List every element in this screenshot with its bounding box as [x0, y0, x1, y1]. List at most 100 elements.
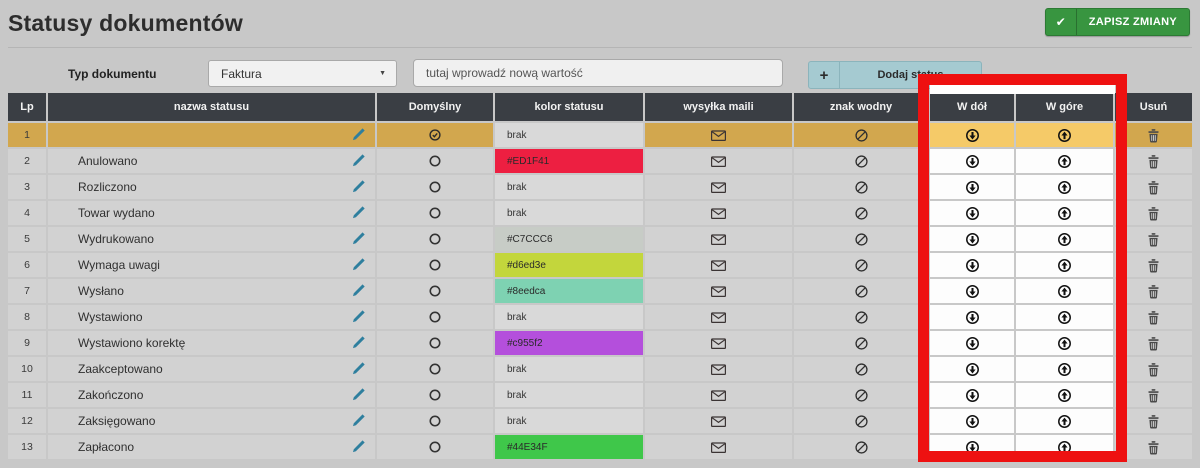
delete-button[interactable]: [1144, 151, 1164, 171]
send-mail-button[interactable]: [709, 359, 729, 379]
delete-button[interactable]: [1144, 359, 1164, 379]
move-down-button[interactable]: [962, 359, 982, 379]
delete-button[interactable]: [1144, 333, 1164, 353]
move-up-button[interactable]: [1055, 229, 1075, 249]
default-radio[interactable]: [425, 333, 445, 353]
delete-button[interactable]: [1144, 307, 1164, 327]
color-chip[interactable]: brak: [495, 383, 643, 407]
default-radio[interactable]: [425, 411, 445, 431]
move-up-button[interactable]: [1055, 125, 1075, 145]
default-radio[interactable]: [425, 203, 445, 223]
watermark-button[interactable]: [851, 229, 871, 249]
watermark-button[interactable]: [851, 333, 871, 353]
send-mail-button[interactable]: [709, 255, 729, 275]
move-up-button[interactable]: [1055, 333, 1075, 353]
color-chip[interactable]: brak: [495, 409, 643, 433]
delete-button[interactable]: [1144, 255, 1164, 275]
color-chip[interactable]: brak: [495, 357, 643, 381]
move-up-button[interactable]: [1055, 151, 1075, 171]
default-radio[interactable]: [425, 229, 445, 249]
send-mail-button[interactable]: [709, 151, 729, 171]
move-up-button[interactable]: [1055, 359, 1075, 379]
delete-button[interactable]: [1144, 411, 1164, 431]
move-down-button[interactable]: [962, 177, 982, 197]
edit-button[interactable]: [351, 231, 367, 247]
default-radio[interactable]: [425, 359, 445, 379]
watermark-button[interactable]: [851, 151, 871, 171]
watermark-button[interactable]: [851, 255, 871, 275]
send-mail-button[interactable]: [709, 307, 729, 327]
edit-button[interactable]: [351, 413, 367, 429]
watermark-button[interactable]: [851, 281, 871, 301]
delete-button[interactable]: [1144, 229, 1164, 249]
edit-button[interactable]: [351, 439, 367, 455]
edit-button[interactable]: [351, 283, 367, 299]
move-up-button[interactable]: [1055, 437, 1075, 457]
default-radio[interactable]: [425, 281, 445, 301]
move-down-button[interactable]: [962, 333, 982, 353]
move-up-button[interactable]: [1055, 281, 1075, 301]
color-chip[interactable]: #8eedca: [495, 279, 643, 303]
send-mail-button[interactable]: [709, 125, 729, 145]
color-chip[interactable]: #d6ed3e: [495, 253, 643, 277]
send-mail-button[interactable]: [709, 437, 729, 457]
edit-button[interactable]: [351, 205, 367, 221]
edit-button[interactable]: [351, 387, 367, 403]
delete-button[interactable]: [1144, 125, 1164, 145]
edit-button[interactable]: [351, 179, 367, 195]
color-chip[interactable]: #ED1F41: [495, 149, 643, 173]
edit-button[interactable]: [351, 335, 367, 351]
delete-button[interactable]: [1144, 385, 1164, 405]
move-up-button[interactable]: [1055, 255, 1075, 275]
send-mail-button[interactable]: [709, 177, 729, 197]
move-down-button[interactable]: [962, 411, 982, 431]
move-up-button[interactable]: [1055, 203, 1075, 223]
watermark-button[interactable]: [851, 203, 871, 223]
color-chip[interactable]: #44E34F: [495, 435, 643, 459]
color-chip[interactable]: #c955f2: [495, 331, 643, 355]
send-mail-button[interactable]: [709, 385, 729, 405]
default-radio[interactable]: [425, 151, 445, 171]
watermark-button[interactable]: [851, 437, 871, 457]
color-chip[interactable]: brak: [495, 123, 643, 147]
color-chip[interactable]: brak: [495, 305, 643, 329]
move-down-button[interactable]: [962, 437, 982, 457]
delete-button[interactable]: [1144, 281, 1164, 301]
send-mail-button[interactable]: [709, 229, 729, 249]
watermark-button[interactable]: [851, 385, 871, 405]
watermark-button[interactable]: [851, 359, 871, 379]
delete-button[interactable]: [1144, 177, 1164, 197]
move-down-button[interactable]: [962, 307, 982, 327]
new-status-input[interactable]: [413, 59, 783, 87]
edit-button[interactable]: [351, 361, 367, 377]
delete-button[interactable]: [1144, 437, 1164, 457]
watermark-button[interactable]: [851, 177, 871, 197]
move-down-button[interactable]: [962, 125, 982, 145]
edit-button[interactable]: [351, 127, 367, 143]
watermark-button[interactable]: [851, 125, 871, 145]
move-up-button[interactable]: [1055, 385, 1075, 405]
color-chip[interactable]: #C7CCC6: [495, 227, 643, 251]
send-mail-button[interactable]: [709, 281, 729, 301]
save-button[interactable]: ✔ ZAPISZ ZMIANY: [1044, 8, 1190, 36]
default-radio[interactable]: [425, 307, 445, 327]
watermark-button[interactable]: [851, 307, 871, 327]
edit-button[interactable]: [351, 257, 367, 273]
watermark-button[interactable]: [851, 411, 871, 431]
move-up-button[interactable]: [1055, 307, 1075, 327]
move-down-button[interactable]: [962, 151, 982, 171]
edit-button[interactable]: [351, 153, 367, 169]
color-chip[interactable]: brak: [495, 175, 643, 199]
move-up-button[interactable]: [1055, 177, 1075, 197]
move-down-button[interactable]: [962, 281, 982, 301]
default-radio[interactable]: [425, 385, 445, 405]
delete-button[interactable]: [1144, 203, 1164, 223]
document-type-select[interactable]: Faktura ▼: [208, 60, 397, 87]
move-down-button[interactable]: [962, 203, 982, 223]
move-down-button[interactable]: [962, 385, 982, 405]
send-mail-button[interactable]: [709, 333, 729, 353]
move-up-button[interactable]: [1055, 411, 1075, 431]
send-mail-button[interactable]: [709, 203, 729, 223]
default-radio[interactable]: [425, 125, 445, 145]
color-chip[interactable]: brak: [495, 201, 643, 225]
